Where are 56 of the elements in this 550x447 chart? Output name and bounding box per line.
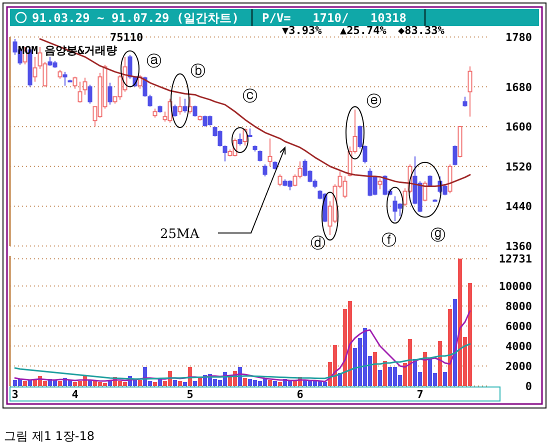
- bar: [273, 381, 277, 386]
- x-tick-label: 5: [186, 388, 194, 401]
- y-tick-label: 1600: [506, 120, 532, 134]
- bar: [138, 380, 142, 386]
- bar: [278, 382, 282, 386]
- x-tick-label: 6: [296, 388, 304, 401]
- annotation: ⓖ: [430, 226, 446, 244]
- annotation: ⓑ: [190, 62, 206, 80]
- y-tick-label: 1440: [506, 200, 532, 214]
- y-tick-label: 2000: [506, 360, 532, 373]
- annotation: ▲25.74%: [340, 24, 387, 37]
- bar: [438, 341, 442, 386]
- bar: [28, 380, 32, 386]
- x-tick-label: 3: [12, 388, 18, 401]
- y-tick-label: 8000: [506, 300, 532, 313]
- bar: [193, 381, 197, 386]
- bar: [183, 382, 187, 386]
- annotation: ⓓ: [310, 234, 326, 252]
- text: 그림 제1 1장-18: [4, 429, 94, 443]
- y-tick-label: 1520: [506, 160, 532, 174]
- bar: [58, 381, 62, 386]
- bar: [243, 378, 247, 386]
- y-tick-label: 1680: [506, 80, 532, 94]
- line-series: [14, 310, 471, 382]
- x-tick-label: 4: [72, 388, 79, 401]
- y-tick-label: 12731: [498, 252, 532, 266]
- chart-title: 91.03.29 ~ 91.07.29 (일간차트): [32, 11, 239, 25]
- bar: [173, 380, 177, 386]
- annotation: ⓕ: [382, 231, 396, 249]
- bar: [373, 352, 377, 386]
- bar: [378, 370, 382, 386]
- annotation: 25MA: [160, 227, 200, 242]
- bar: [178, 381, 182, 386]
- annotation: ⓐ: [146, 52, 162, 70]
- annotation: ▼3.93%: [282, 24, 322, 37]
- y-tick-label: 10000: [498, 280, 532, 293]
- y-tick-label: 1360: [506, 240, 532, 253]
- annotation: ⓔ: [366, 92, 382, 110]
- annotation: ⓒ: [242, 87, 258, 105]
- y-tick-label: 1780: [506, 31, 532, 44]
- y-tick-label: 4000: [506, 340, 532, 353]
- bar: [198, 378, 202, 386]
- bar: [268, 380, 272, 386]
- line-series: [14, 343, 471, 380]
- annotation: ◆83.33%: [398, 24, 445, 37]
- bar: [443, 372, 447, 386]
- chart-subtitle: P/V= 1710/ 10318: [262, 11, 406, 25]
- annotation: 75110: [110, 31, 144, 44]
- bar: [23, 381, 27, 386]
- bar: [383, 361, 387, 386]
- x-tick-label: 7: [416, 388, 424, 401]
- bar: [453, 299, 457, 386]
- y-tick-label: 6000: [506, 320, 532, 333]
- bar: [153, 382, 157, 386]
- y-tick-label: 0: [525, 380, 532, 393]
- bar: [448, 309, 452, 386]
